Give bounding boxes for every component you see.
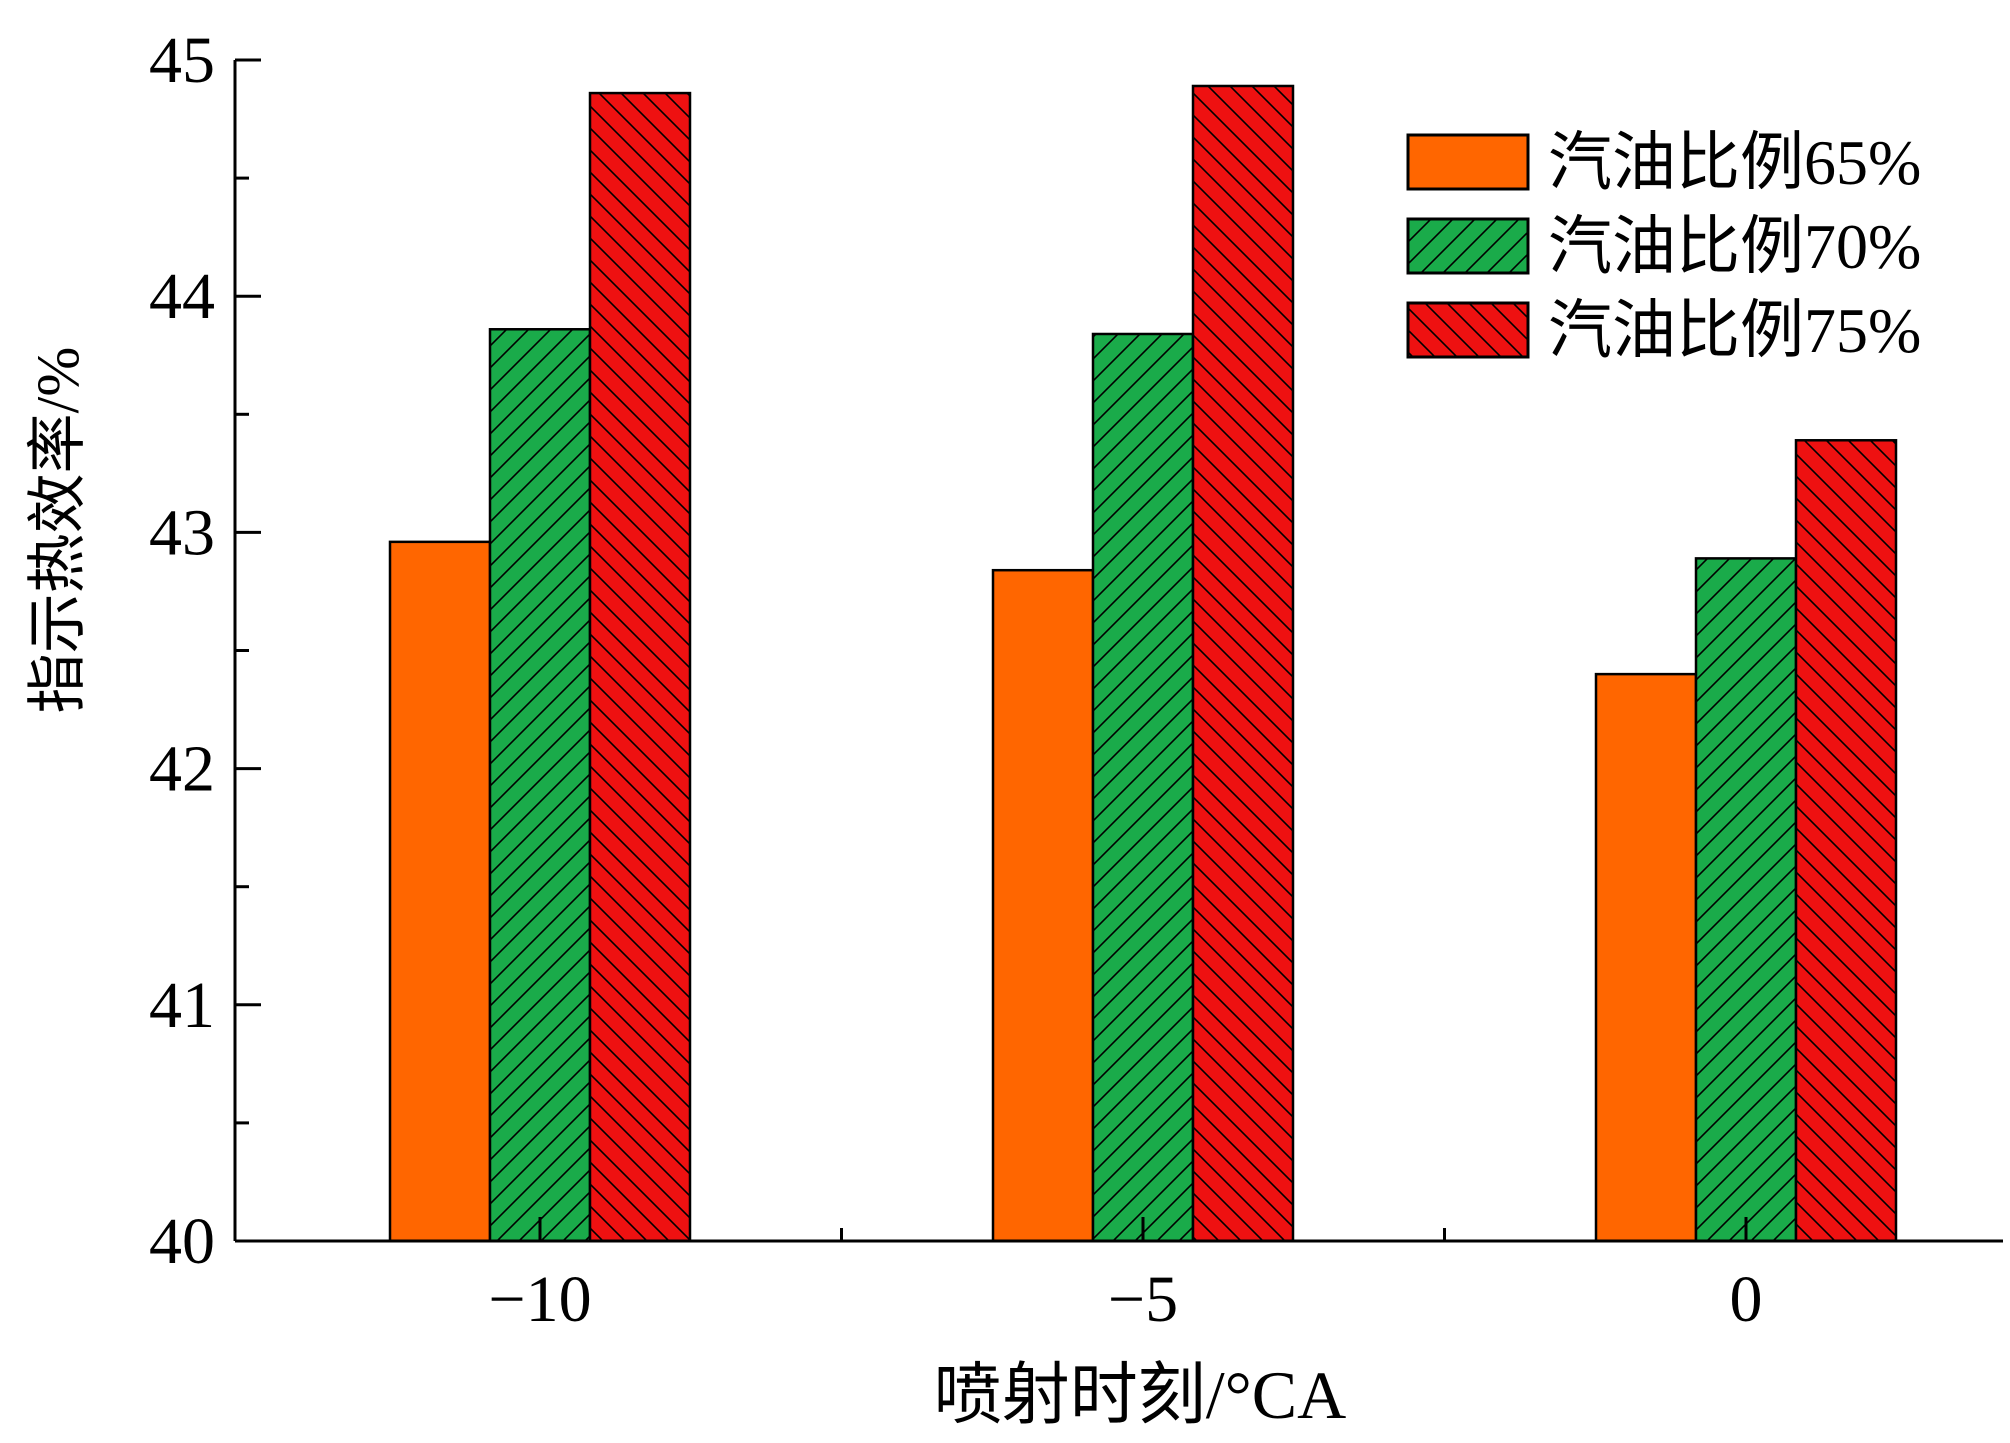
legend-swatch-1	[1406, 133, 1530, 191]
bar-2-3	[1694, 557, 1798, 1243]
y-tick-label: 42	[149, 733, 215, 806]
y-tick-label: 40	[149, 1205, 215, 1278]
legend-label-2: 汽油比例70%	[1548, 211, 1921, 282]
x-tick-label: 0	[1730, 1263, 1763, 1336]
legend-swatch-3	[1406, 301, 1530, 359]
x-tick-label: −5	[1108, 1263, 1178, 1336]
bar-2-2	[1091, 332, 1195, 1243]
y-tick-label: 41	[149, 969, 215, 1042]
bar-1-2	[991, 568, 1095, 1243]
legend-swatch-2	[1406, 217, 1530, 275]
bar-1-1	[388, 540, 492, 1243]
bar-3-1	[588, 91, 692, 1243]
y-tick-label: 43	[149, 496, 215, 569]
y-axis-title: 指示热效率/%	[25, 347, 91, 714]
legend: 汽油比例65% 汽油比例70% 汽油比例75%	[1406, 127, 1921, 366]
legend-label-1: 汽油比例65%	[1548, 127, 1921, 198]
x-tick-label: −10	[488, 1263, 591, 1336]
bar-3-3	[1794, 439, 1898, 1243]
bar-3-2	[1191, 84, 1295, 1243]
axes-layer: 40 41 42 43 44 45 −10 −5 0	[149, 24, 2003, 1336]
legend-label-3: 汽油比例75%	[1548, 295, 1921, 366]
bar-1-3	[1594, 672, 1698, 1243]
x-axis-title: 喷射时刻/°CA	[934, 1357, 1347, 1433]
bar-2-1	[488, 328, 592, 1243]
y-tick-label: 44	[149, 260, 215, 333]
y-tick-label: 45	[149, 24, 215, 97]
bars-layer	[388, 84, 1898, 1243]
